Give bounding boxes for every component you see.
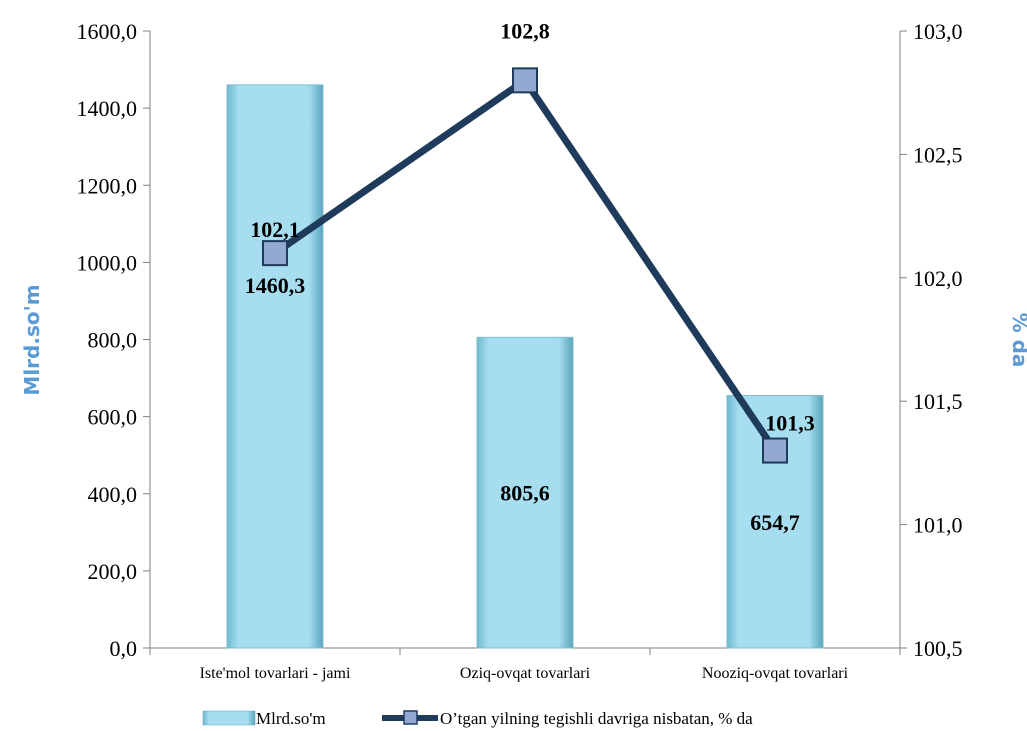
right-tick-label: 100,5 <box>913 636 963 661</box>
right-tick-label: 102,5 <box>913 142 963 167</box>
left-tick-label: 1000,0 <box>77 250 138 275</box>
line-point <box>262 240 288 267</box>
left-tick-label: 200,0 <box>88 559 138 584</box>
left-tick-label: 1200,0 <box>77 173 138 198</box>
bar-series <box>226 84 824 649</box>
legend-line-marker <box>403 710 418 725</box>
left-tick-label: 1600,0 <box>77 19 138 44</box>
left-tick-label: 1400,0 <box>77 96 138 121</box>
right-tick-label: 102,0 <box>913 266 963 291</box>
line-point <box>762 437 788 464</box>
y-axis-title: Mlrd.so'm <box>20 284 44 395</box>
legend: Mlrd.so'm O’tgan yilning tegishli davrig… <box>202 709 753 728</box>
legend-bar-swatch <box>202 710 256 726</box>
category-label: Nooziq-ovqat tovarlari <box>702 665 849 682</box>
category-label: Oziq-ovqat tovarlari <box>460 665 591 682</box>
left-tick-label: 600,0 <box>88 405 138 430</box>
left-tick-label: 400,0 <box>88 482 138 507</box>
legend-item-bar: Mlrd.so'm <box>202 709 326 728</box>
bar-data-label: 1460,3 <box>245 273 306 298</box>
line-point <box>512 67 538 94</box>
left-tick-label: 0,0 <box>110 636 138 661</box>
line-series <box>262 67 788 464</box>
line-data-label: 102,1 <box>250 217 300 242</box>
line-data-label: 102,8 <box>500 18 550 43</box>
bar <box>226 84 324 649</box>
line-labels: 102,1 102,8 101,3 <box>250 18 815 435</box>
bar-data-label: 654,7 <box>750 510 800 535</box>
legend-line-label: O’tgan yilning tegishli davriga nisbatan… <box>440 709 753 728</box>
y-axis-right-title: % da <box>1008 313 1027 368</box>
legend-item-line: O’tgan yilning tegishli davriga nisbatan… <box>382 709 753 728</box>
legend-bar-label: Mlrd.so'm <box>256 709 326 728</box>
right-tick-label: 101,0 <box>913 513 963 538</box>
category-label: Iste'mol tovarlari - jami <box>200 665 351 682</box>
right-tick-label: 103,0 <box>913 19 963 44</box>
category-ticks <box>149 648 901 655</box>
bar <box>476 336 574 649</box>
left-tick-label: 800,0 <box>88 328 138 353</box>
line-data-label: 101,3 <box>765 411 815 436</box>
right-axis-ticks: 100,5 101,0 101,5 102,0 102,5 103,0 <box>900 19 963 661</box>
left-axis-ticks: 0,0 200,0 400,0 600,0 800,0 1000,0 1200,0 1400,… <box>77 19 150 661</box>
category-labels: Iste'mol tovarlari - jami Oziq-ovqat tova… <box>200 665 849 682</box>
bar-data-label: 805,6 <box>500 481 550 506</box>
bar-labels: 1460,3 805,6 654,7 <box>245 273 800 535</box>
right-tick-label: 101,5 <box>913 389 963 414</box>
